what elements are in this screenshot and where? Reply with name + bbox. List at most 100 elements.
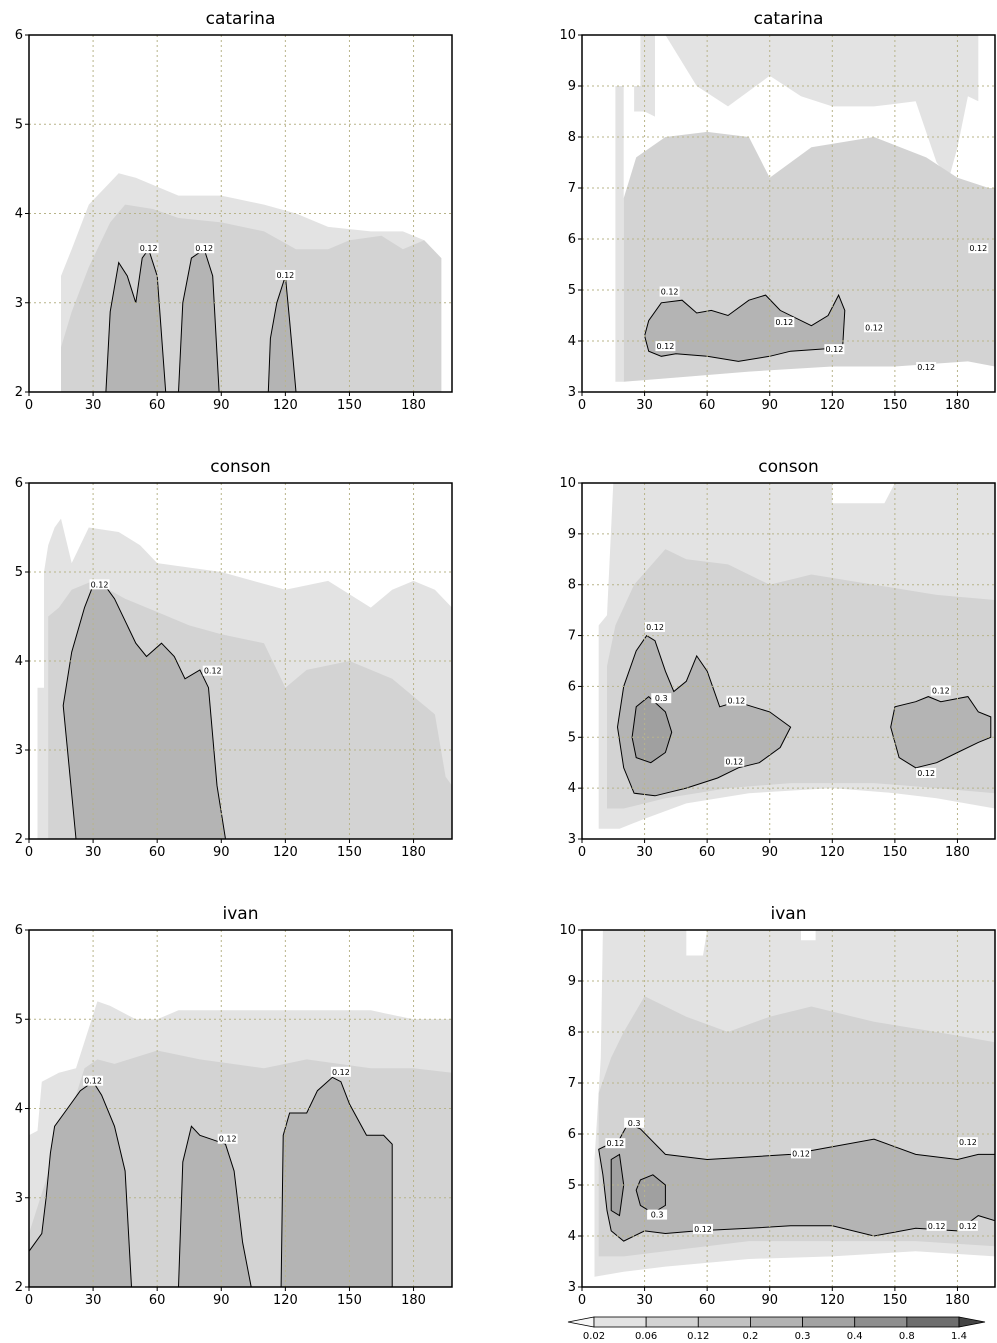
colorbar-segment bbox=[906, 1316, 960, 1328]
x-tick-label: 0 bbox=[578, 398, 586, 413]
contour-label-bg bbox=[957, 1137, 978, 1148]
y-tick-label: 5 bbox=[568, 1178, 576, 1193]
x-tick-label: 0 bbox=[578, 1293, 586, 1308]
colorbar-label: 1.4 bbox=[951, 1331, 967, 1342]
y-tick-label: 4 bbox=[568, 1229, 576, 1244]
contour-label-bg bbox=[864, 322, 885, 333]
y-tick-label: 9 bbox=[568, 974, 576, 989]
contour-label: 0.12 bbox=[694, 1225, 712, 1234]
contour-label: 0.12 bbox=[91, 580, 109, 589]
y-tick-label: 9 bbox=[568, 527, 576, 542]
x-tick-label: 120 bbox=[273, 1293, 298, 1308]
panel-title: catarina bbox=[206, 9, 276, 29]
y-tick-label: 5 bbox=[568, 283, 576, 298]
colorbar-arrow-left bbox=[567, 1316, 595, 1328]
x-tick-label: 60 bbox=[699, 1293, 716, 1308]
x-tick-label: 60 bbox=[149, 845, 166, 860]
shaded-region bbox=[28, 1076, 393, 1288]
contour-label: 0.12 bbox=[865, 323, 883, 332]
x-tick-label: 0 bbox=[578, 845, 586, 860]
contour-label-bg bbox=[645, 621, 666, 632]
contour-label: 0.12 bbox=[219, 1135, 237, 1144]
panel-title: ivan bbox=[223, 904, 259, 924]
x-tick-label: 0 bbox=[25, 1293, 33, 1308]
shaded-region bbox=[631, 695, 673, 764]
x-tick-label: 180 bbox=[945, 398, 970, 413]
contour-label: 0.12 bbox=[606, 1139, 624, 1148]
x-tick-label: 90 bbox=[761, 398, 778, 413]
plot-frame bbox=[581, 929, 996, 1288]
contour-label-bg bbox=[605, 1138, 626, 1149]
contour-label-bg bbox=[655, 341, 676, 352]
chart-panel-4: 0 30 60 90 120 150 180 3 4 5 6 7 8 9 10 conson 0.12 0.3 0.… bbox=[559, 457, 996, 860]
contour-label: 0.12 bbox=[825, 345, 843, 354]
x-tick-label: 0 bbox=[25, 845, 33, 860]
shaded-region bbox=[598, 1123, 996, 1242]
y-tick-label: 5 bbox=[15, 1012, 23, 1027]
shaded-region bbox=[615, 35, 979, 382]
x-tick-label: 150 bbox=[337, 845, 362, 860]
contour-label: 0.12 bbox=[932, 687, 950, 696]
contour-label: 0.12 bbox=[725, 758, 743, 767]
y-tick-label: 10 bbox=[559, 476, 576, 491]
x-tick-label: 90 bbox=[213, 1293, 230, 1308]
x-tick-label: 150 bbox=[337, 398, 362, 413]
x-tick-label: 30 bbox=[636, 845, 653, 860]
contour-label: 0.3 bbox=[655, 694, 668, 703]
x-tick-label: 90 bbox=[761, 1293, 778, 1308]
contour-label: 0.12 bbox=[917, 363, 935, 372]
y-tick-label: 8 bbox=[568, 578, 576, 593]
y-tick-label: 6 bbox=[568, 679, 576, 694]
x-tick-label: 30 bbox=[85, 1293, 102, 1308]
contour-label: 0.12 bbox=[917, 769, 935, 778]
contour-label: 0.12 bbox=[928, 1222, 946, 1231]
contour-label-bg bbox=[926, 1220, 947, 1231]
colorbar-label: 0.4 bbox=[847, 1331, 863, 1342]
y-tick-label: 3 bbox=[15, 743, 23, 758]
plot-frame bbox=[581, 34, 996, 393]
contour-label: 0.12 bbox=[332, 1068, 350, 1077]
y-tick-label: 7 bbox=[568, 181, 576, 196]
y-tick-label: 8 bbox=[568, 1025, 576, 1040]
contour-label: 0.12 bbox=[204, 667, 222, 676]
x-tick-label: 120 bbox=[820, 398, 845, 413]
contour-label-bg bbox=[194, 243, 215, 254]
y-tick-label: 8 bbox=[568, 130, 576, 145]
y-tick-label: 4 bbox=[15, 207, 23, 222]
contour-label-bg bbox=[930, 685, 951, 696]
shaded-region bbox=[890, 696, 992, 769]
chart-panel-6: 0 30 60 90 120 150 180 3 4 5 6 7 8 9 10 ivan 0.12 0.3 0.3 0… bbox=[559, 904, 996, 1308]
shaded-region bbox=[105, 248, 297, 393]
y-tick-label: 3 bbox=[568, 1280, 576, 1295]
y-tick-label: 2 bbox=[15, 1280, 23, 1295]
chart-panel-2: 0 30 60 90 120 150 180 3 4 5 6 7 8 9 10 catarina 0.12 0.1… bbox=[559, 9, 996, 413]
y-tick-label: 5 bbox=[15, 565, 23, 580]
x-tick-label: 150 bbox=[337, 1293, 362, 1308]
contour-label: 0.12 bbox=[969, 244, 987, 253]
y-tick-label: 6 bbox=[568, 1127, 576, 1142]
x-tick-label: 150 bbox=[882, 398, 907, 413]
y-tick-label: 9 bbox=[568, 79, 576, 94]
contour-label: 0.12 bbox=[195, 244, 213, 253]
y-tick-label: 7 bbox=[568, 1076, 576, 1091]
contour-label: 0.12 bbox=[959, 1138, 977, 1147]
y-tick-label: 6 bbox=[15, 28, 23, 43]
y-tick-label: 3 bbox=[568, 832, 576, 847]
colorbar-label: 0.02 bbox=[583, 1331, 605, 1342]
contour-label-bg bbox=[724, 756, 745, 767]
y-tick-label: 5 bbox=[15, 117, 23, 132]
y-tick-label: 6 bbox=[568, 232, 576, 247]
x-tick-label: 180 bbox=[401, 1293, 426, 1308]
contour-label-bg bbox=[824, 344, 845, 355]
y-tick-label: 5 bbox=[568, 730, 576, 745]
y-tick-label: 3 bbox=[15, 1191, 23, 1206]
x-tick-label: 180 bbox=[945, 1293, 970, 1308]
y-tick-label: 4 bbox=[568, 781, 576, 796]
contour-label: 0.12 bbox=[792, 1149, 810, 1158]
x-tick-label: 90 bbox=[213, 398, 230, 413]
contour-label: 0.3 bbox=[628, 1119, 641, 1128]
x-tick-label: 180 bbox=[945, 845, 970, 860]
colorbar-segment bbox=[802, 1316, 856, 1328]
y-tick-label: 6 bbox=[15, 476, 23, 491]
x-tick-label: 60 bbox=[699, 398, 716, 413]
